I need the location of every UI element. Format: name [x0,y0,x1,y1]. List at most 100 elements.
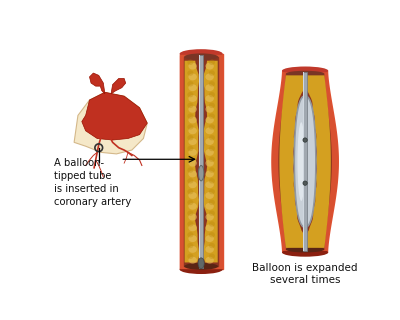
Ellipse shape [209,114,215,119]
Ellipse shape [209,135,215,140]
Polygon shape [199,55,203,268]
Polygon shape [203,61,218,262]
Ellipse shape [209,81,215,86]
Ellipse shape [188,171,197,177]
Ellipse shape [188,127,197,134]
Ellipse shape [282,248,328,257]
Ellipse shape [286,71,324,77]
Ellipse shape [187,189,194,194]
Ellipse shape [187,254,194,259]
Ellipse shape [209,103,215,108]
Ellipse shape [205,224,214,231]
Ellipse shape [187,81,194,86]
Ellipse shape [184,53,218,60]
Polygon shape [82,92,147,140]
Ellipse shape [209,200,215,205]
Polygon shape [279,75,304,248]
Polygon shape [184,61,199,262]
Ellipse shape [209,70,215,76]
Circle shape [303,138,307,142]
Ellipse shape [298,122,305,201]
Ellipse shape [205,160,214,167]
Ellipse shape [205,106,214,113]
Ellipse shape [205,73,214,80]
Ellipse shape [205,235,214,242]
Ellipse shape [187,114,194,119]
Ellipse shape [205,84,214,91]
Ellipse shape [180,265,223,274]
Ellipse shape [184,263,218,270]
Circle shape [303,181,307,185]
Ellipse shape [205,116,214,124]
Ellipse shape [205,138,214,145]
Ellipse shape [187,92,194,97]
Ellipse shape [205,95,214,102]
Polygon shape [303,72,307,251]
Ellipse shape [187,221,194,227]
Ellipse shape [188,160,197,167]
Ellipse shape [187,146,194,151]
Ellipse shape [187,103,194,108]
Ellipse shape [188,246,197,253]
Ellipse shape [187,135,194,140]
Ellipse shape [188,63,197,69]
Ellipse shape [188,95,197,102]
Polygon shape [278,74,332,249]
Ellipse shape [188,235,197,242]
Polygon shape [294,96,316,228]
Ellipse shape [198,165,204,181]
Ellipse shape [198,258,204,268]
Ellipse shape [209,92,215,97]
Ellipse shape [187,70,194,76]
Polygon shape [271,71,339,252]
Ellipse shape [188,138,197,145]
Ellipse shape [209,189,215,194]
Ellipse shape [187,156,194,162]
Ellipse shape [205,149,214,156]
Ellipse shape [209,146,215,151]
Ellipse shape [188,116,197,124]
Ellipse shape [180,49,223,59]
Ellipse shape [205,63,214,69]
Ellipse shape [188,84,197,91]
Polygon shape [306,75,331,248]
Ellipse shape [188,203,197,210]
Ellipse shape [209,167,215,173]
Ellipse shape [188,224,197,231]
Ellipse shape [209,211,215,216]
Text: A balloon-
tipped tube
is inserted in
coronary artery: A balloon- tipped tube is inserted in co… [54,158,131,207]
Ellipse shape [205,192,214,199]
Ellipse shape [187,200,194,205]
Text: Balloon is expanded
several times: Balloon is expanded several times [252,263,358,285]
Ellipse shape [209,221,215,227]
Ellipse shape [286,246,324,252]
Ellipse shape [205,171,214,177]
Ellipse shape [209,254,215,259]
Ellipse shape [209,124,215,130]
Ellipse shape [188,149,197,156]
Polygon shape [272,72,338,251]
Ellipse shape [188,192,197,199]
Ellipse shape [209,243,215,248]
Ellipse shape [209,60,215,65]
Ellipse shape [205,127,214,134]
Polygon shape [74,92,147,154]
Ellipse shape [188,73,197,80]
Ellipse shape [209,156,215,162]
Ellipse shape [187,60,194,65]
Ellipse shape [188,106,197,113]
Ellipse shape [205,181,214,188]
Ellipse shape [205,257,214,264]
Polygon shape [90,73,105,94]
Ellipse shape [209,178,215,184]
Ellipse shape [205,203,214,210]
Polygon shape [111,78,126,94]
Ellipse shape [205,246,214,253]
Ellipse shape [187,232,194,237]
Ellipse shape [187,211,194,216]
Ellipse shape [188,181,197,188]
Ellipse shape [188,213,197,220]
Ellipse shape [188,257,197,264]
Ellipse shape [209,232,215,237]
Ellipse shape [187,178,194,184]
